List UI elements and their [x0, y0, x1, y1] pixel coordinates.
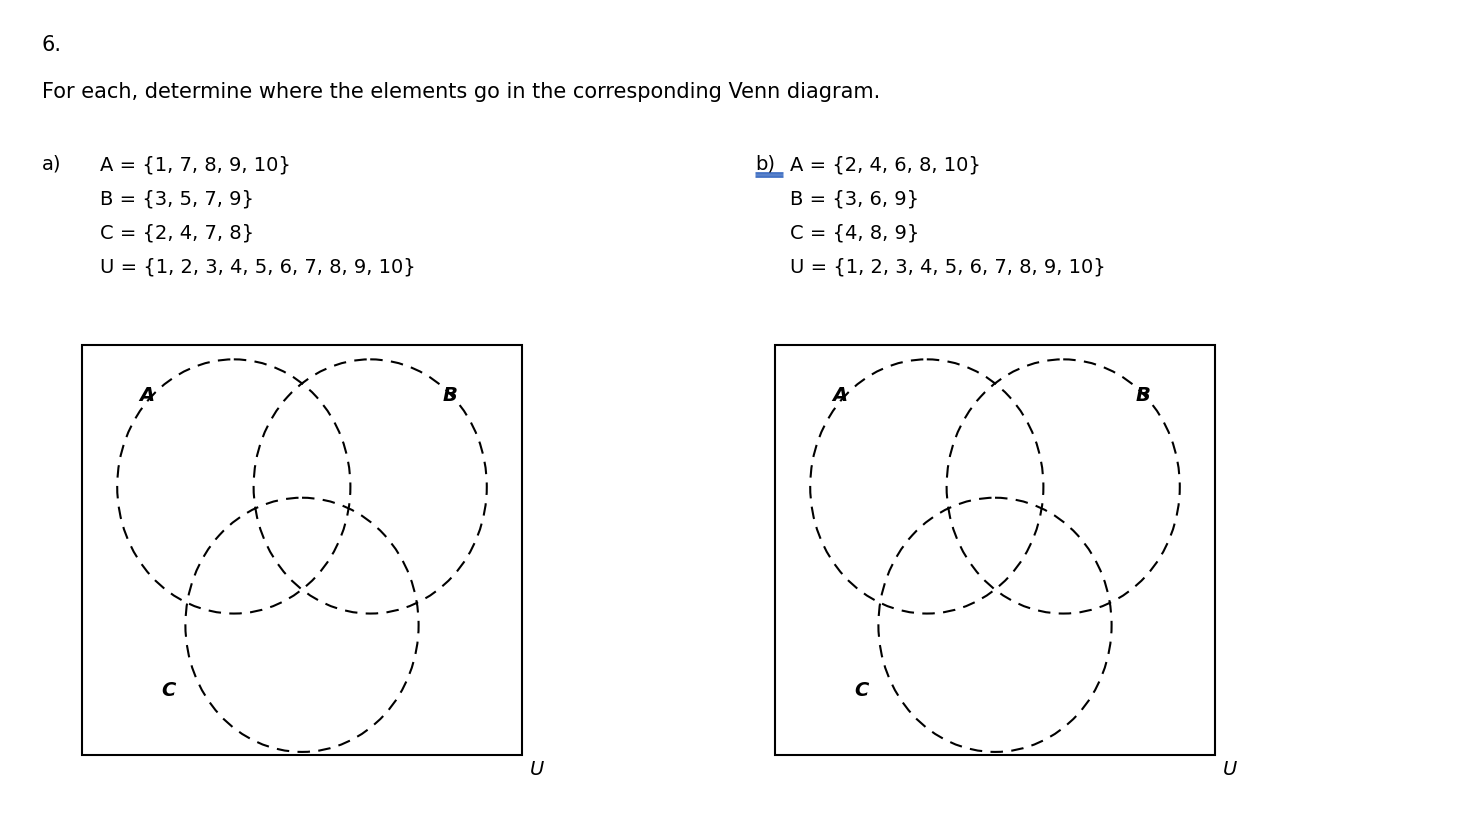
Text: A = {1, 7, 8, 9, 10}: A = {1, 7, 8, 9, 10} [100, 155, 291, 174]
Text: U = {1, 2, 3, 4, 5, 6, 7, 8, 9, 10}: U = {1, 2, 3, 4, 5, 6, 7, 8, 9, 10} [789, 257, 1105, 276]
Text: For each, determine where the elements go in the corresponding Venn diagram.: For each, determine where the elements g… [43, 82, 881, 102]
Text: A = {2, 4, 6, 8, 10}: A = {2, 4, 6, 8, 10} [789, 155, 980, 174]
Text: B: B [442, 386, 457, 405]
Text: B = {3, 6, 9}: B = {3, 6, 9} [789, 189, 919, 208]
Text: b): b) [756, 155, 775, 174]
Text: C = {2, 4, 7, 8}: C = {2, 4, 7, 8} [100, 223, 254, 242]
Bar [82, 345, 522, 755]
Text: a): a) [43, 155, 62, 174]
Text: 6.: 6. [43, 35, 62, 55]
Text: C: C [162, 681, 175, 701]
Text: U = {1, 2, 3, 4, 5, 6, 7, 8, 9, 10}: U = {1, 2, 3, 4, 5, 6, 7, 8, 9, 10} [100, 257, 416, 276]
Text: B = {3, 5, 7, 9}: B = {3, 5, 7, 9} [100, 189, 254, 208]
Text: C: C [854, 681, 869, 701]
Text: U: U [531, 760, 544, 779]
Text: B: B [1136, 386, 1151, 405]
Text: U: U [1223, 760, 1238, 779]
Text: A: A [832, 386, 847, 405]
Bar [775, 345, 1216, 755]
Text: C = {4, 8, 9}: C = {4, 8, 9} [789, 223, 919, 242]
Text: A: A [140, 386, 154, 405]
